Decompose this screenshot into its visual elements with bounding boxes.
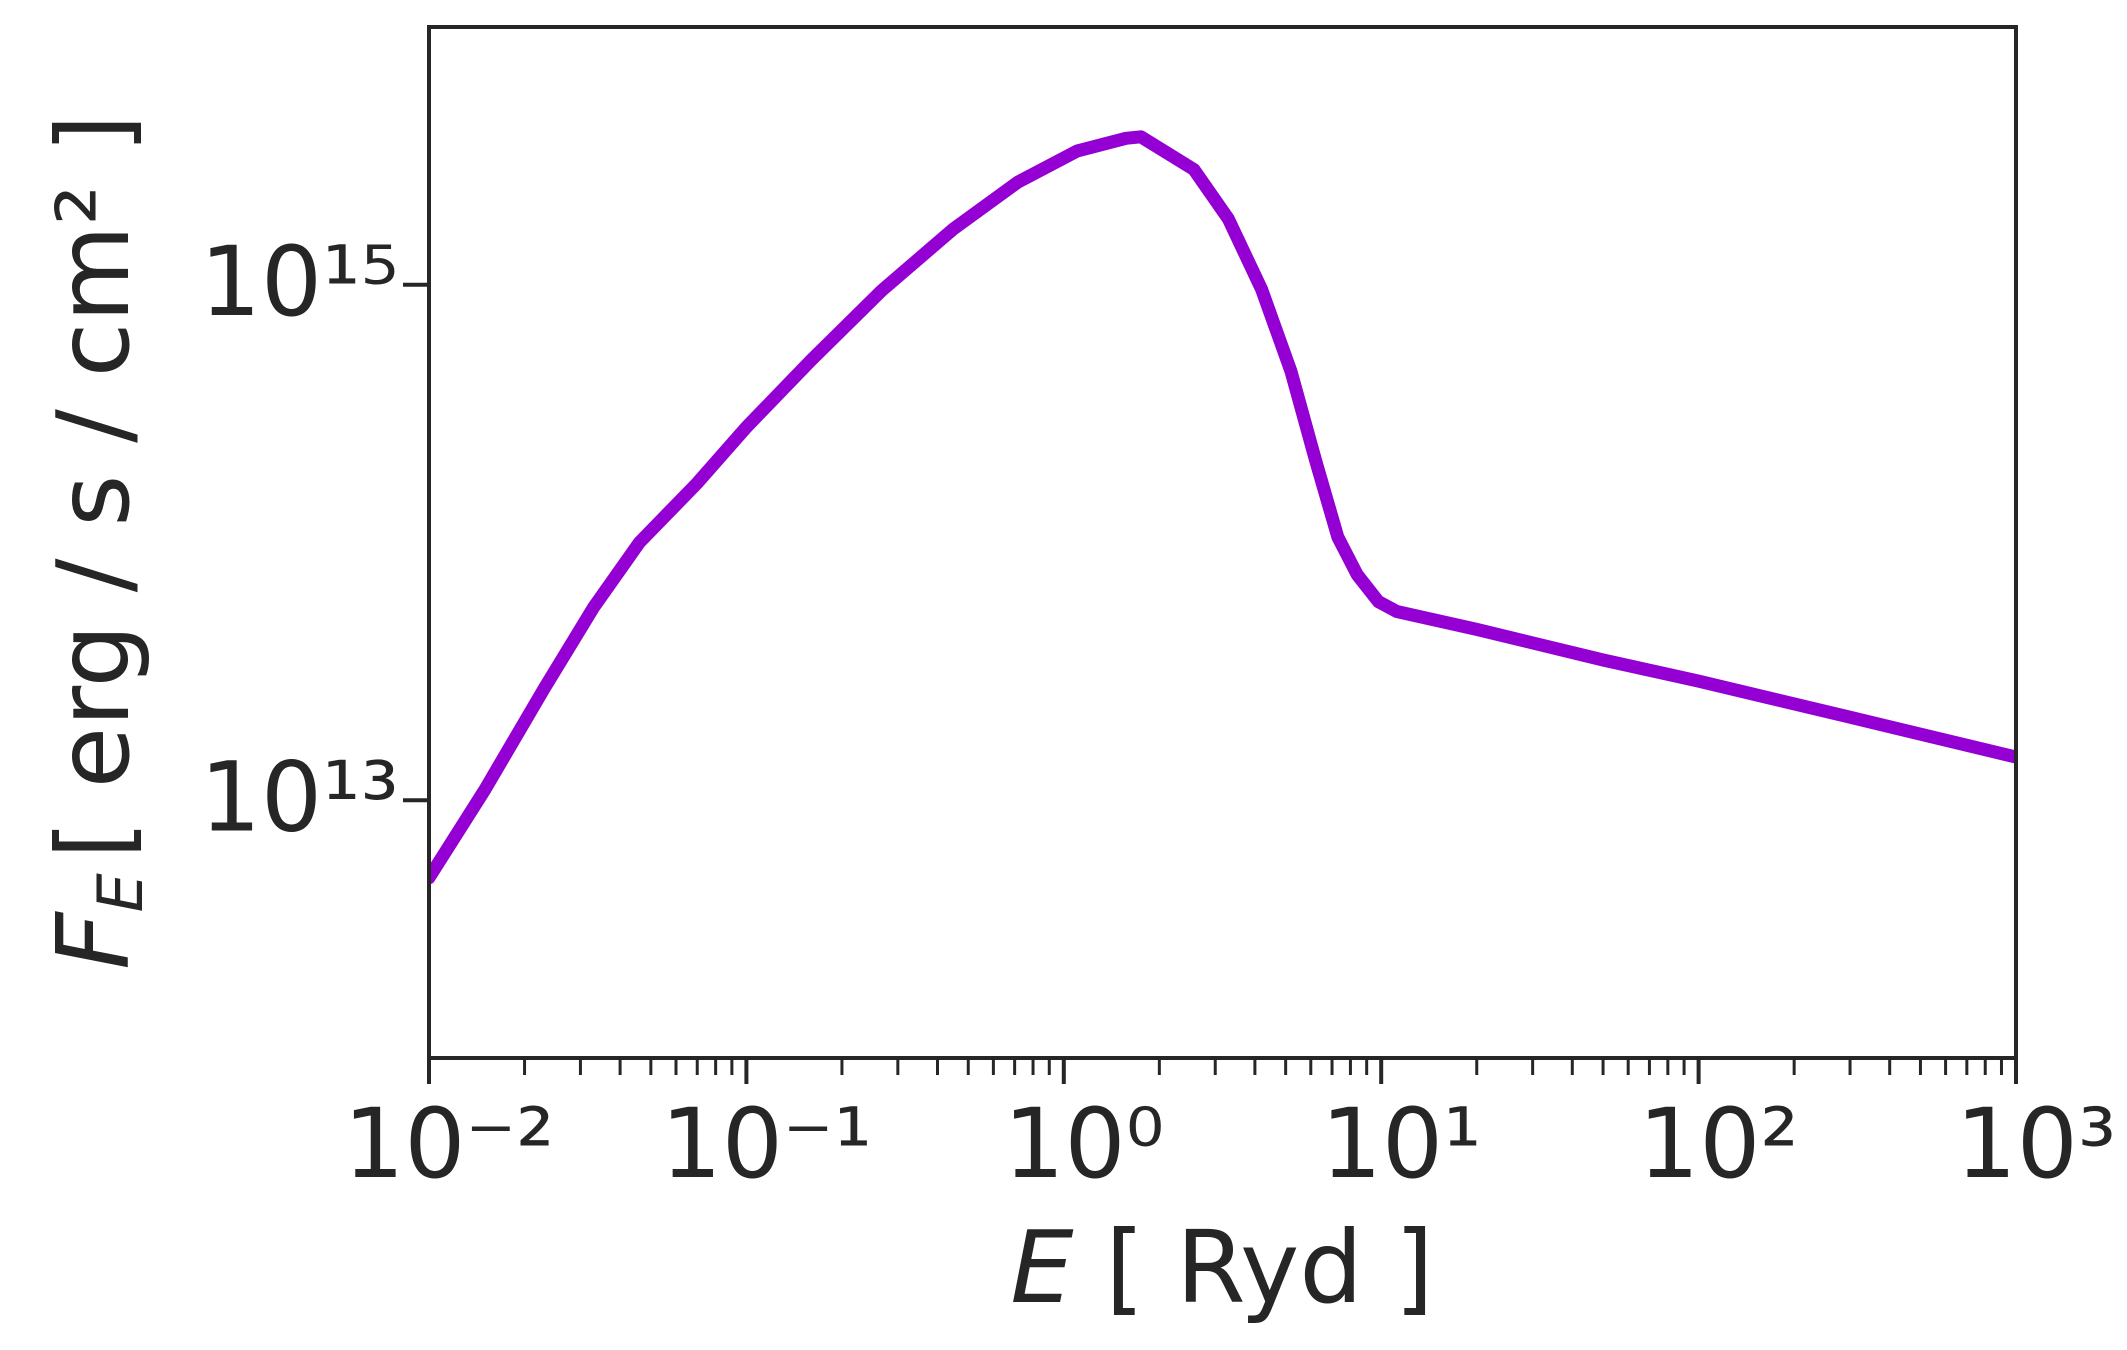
y-tick-label: 10¹⁵ <box>200 226 399 338</box>
plot-frame <box>427 25 2018 1060</box>
y-label-symbol: F <box>35 911 152 970</box>
x-label-unit: [ Ryd ] <box>1105 1209 1433 1326</box>
x-tick-label: 10³ <box>1956 1088 2117 1200</box>
y-tick-label: 10¹³ <box>200 741 399 853</box>
y-label-subscript: E <box>84 872 157 912</box>
x-tick-label: 10⁻¹ <box>661 1088 872 1200</box>
x-tick-label: 10⁻² <box>343 1088 554 1200</box>
x-tick-label: 10⁰ <box>1003 1088 1164 1200</box>
x-tick-label: 10¹ <box>1321 1088 1482 1200</box>
x-tick-label: 10² <box>1638 1088 1799 1200</box>
y-axis-label: FE [ erg / s / cm² ] <box>35 114 157 970</box>
data-line <box>429 130 2016 885</box>
x-axis-label: E [ Ryd ] <box>1010 1209 1433 1326</box>
y-label-unit: [ erg / s / cm² ] <box>35 114 152 859</box>
x-label-symbol: E <box>1010 1209 1073 1326</box>
